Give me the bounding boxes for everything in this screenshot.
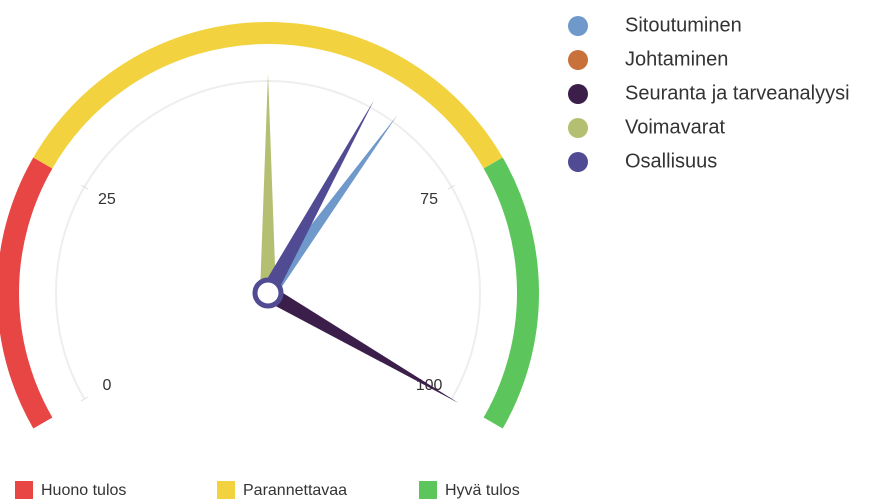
legend-swatch [217, 481, 235, 499]
needle-pivot [252, 277, 284, 309]
legend-marker [568, 84, 588, 104]
legend-marker [568, 50, 588, 70]
legend-label: Huono tulos [41, 482, 126, 499]
band [483, 157, 539, 429]
legend-label: Osallisuus [625, 150, 717, 172]
band [0, 157, 53, 429]
legend-marker [568, 152, 588, 172]
needle [260, 73, 276, 293]
needle [264, 286, 459, 403]
legend-swatch [419, 481, 437, 499]
legend-marker [568, 118, 588, 138]
legend-label: Sitoutuminen [625, 14, 742, 36]
legend-marker [568, 16, 588, 36]
legend-label: Parannettavaa [243, 482, 347, 499]
tick-mark [447, 184, 456, 190]
tick-mark [80, 184, 89, 190]
tick-mark [80, 396, 89, 402]
tick-label: 75 [420, 191, 438, 208]
tick-label: 0 [102, 377, 111, 394]
legend-label: Hyvä tulos [445, 482, 520, 499]
legend-label: Seuranta ja tarveanalyysi [625, 82, 850, 104]
tick-label: 25 [98, 191, 116, 208]
legend-label: Johtaminen [625, 48, 728, 70]
band [33, 22, 503, 169]
legend-swatch [15, 481, 33, 499]
legend-label: Voimavarat [625, 116, 725, 138]
needle [260, 100, 374, 297]
